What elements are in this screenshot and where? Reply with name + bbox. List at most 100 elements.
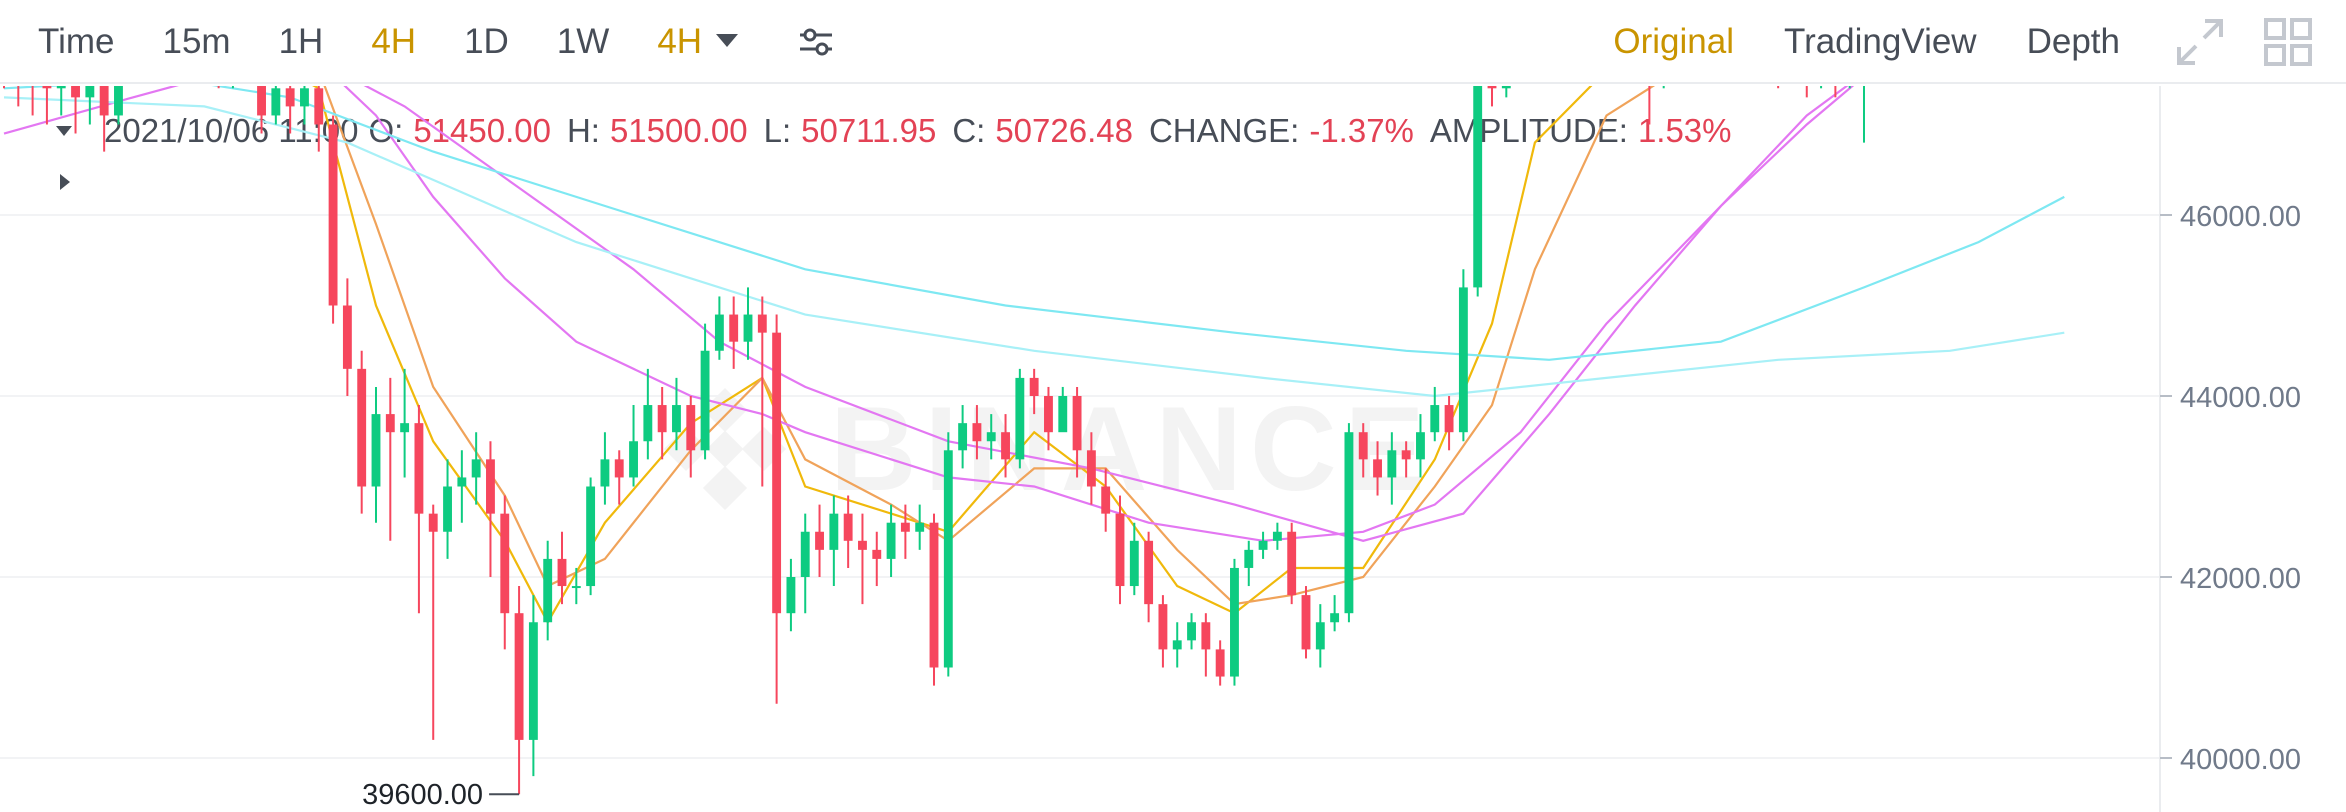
candle-body[interactable]	[300, 88, 309, 107]
candle-body[interactable]	[943, 450, 953, 668]
candle-body[interactable]	[1430, 405, 1440, 433]
candle-body[interactable]	[700, 350, 710, 451]
candle-body[interactable]	[328, 124, 338, 306]
candle-body[interactable]	[1244, 549, 1254, 568]
candle-body[interactable]	[1401, 450, 1411, 460]
candle-body[interactable]	[457, 477, 467, 487]
candle-body[interactable]	[1187, 622, 1196, 641]
candle-body[interactable]	[858, 540, 867, 550]
candle-body[interactable]	[629, 441, 638, 478]
candle-body[interactable]	[1487, 86, 1497, 89]
candle-body[interactable]	[114, 86, 123, 116]
indicator-settings-button[interactable]	[786, 12, 846, 72]
view-tradingview[interactable]: TradingView	[1783, 22, 1977, 61]
candle-body[interactable]	[1101, 486, 1111, 514]
candle-body[interactable]	[42, 86, 52, 89]
candle-body[interactable]	[342, 305, 352, 369]
candle-body[interactable]	[772, 332, 782, 614]
candle-body[interactable]	[1086, 450, 1096, 487]
candle-body[interactable]	[271, 88, 281, 116]
candle-body[interactable]	[829, 513, 839, 550]
candle-body[interactable]	[1015, 377, 1025, 460]
candle-body[interactable]	[1301, 595, 1311, 650]
candle-body[interactable]	[1058, 396, 1068, 433]
candle-body[interactable]	[757, 314, 767, 333]
candle-body[interactable]	[657, 405, 667, 433]
interval-1w[interactable]: 1W	[556, 22, 610, 61]
candle-body[interactable]	[1373, 459, 1382, 478]
candle-body[interactable]	[543, 558, 553, 623]
candle-body[interactable]	[557, 558, 567, 587]
candle-body[interactable]	[1358, 432, 1368, 460]
candle-body[interactable]	[1473, 86, 1483, 288]
candle-body[interactable]	[843, 513, 853, 541]
candle-body[interactable]	[886, 522, 896, 559]
candle-body[interactable]	[471, 459, 481, 478]
candle-body[interactable]	[1215, 649, 1225, 677]
candle-body[interactable]	[385, 414, 395, 433]
candle-body[interactable]	[500, 513, 510, 614]
candle-body[interactable]	[85, 86, 95, 98]
interval-4h[interactable]: 4H	[371, 22, 417, 61]
candle-body[interactable]	[986, 432, 996, 442]
interval-1d[interactable]: 1D	[464, 22, 509, 61]
candlestick-chart[interactable]: 54000.0052000.0050000.0048000.0046000.00…	[0, 86, 2346, 812]
candle-body[interactable]	[1344, 432, 1354, 614]
candle-body[interactable]	[1001, 432, 1010, 460]
candle-body[interactable]	[1158, 604, 1168, 650]
candle-body[interactable]	[1287, 531, 1297, 596]
candle-body[interactable]	[1272, 531, 1282, 541]
candle-body[interactable]	[428, 513, 438, 532]
candle-body[interactable]	[1115, 513, 1125, 587]
candle-body[interactable]	[257, 86, 266, 116]
interval-15m[interactable]: 15m	[162, 22, 231, 61]
candle-body[interactable]	[414, 423, 424, 514]
candle-body[interactable]	[528, 622, 538, 740]
candle-body[interactable]	[1029, 377, 1039, 396]
expand-caret-icon[interactable]	[60, 174, 70, 190]
candle-body[interactable]	[1315, 622, 1325, 650]
candle-body[interactable]	[571, 586, 581, 589]
candle-body[interactable]	[786, 577, 796, 614]
candle-body[interactable]	[958, 423, 968, 451]
interval-1h[interactable]: 1H	[278, 22, 324, 61]
candle-body[interactable]	[729, 314, 739, 342]
candle-body[interactable]	[357, 368, 367, 487]
candle-body[interactable]	[1072, 396, 1082, 451]
view-original[interactable]: Original	[1613, 22, 1734, 61]
candle-body[interactable]	[815, 531, 824, 550]
candle-body[interactable]	[443, 486, 452, 532]
fullscreen-button[interactable]	[2170, 12, 2230, 72]
candle-body[interactable]	[614, 459, 624, 478]
candle-body[interactable]	[371, 414, 381, 487]
candle-body[interactable]	[1129, 540, 1139, 587]
candle-body[interactable]	[1144, 540, 1154, 605]
candle-body[interactable]	[486, 459, 495, 514]
candle-body[interactable]	[285, 88, 295, 107]
candle-body[interactable]	[1444, 405, 1454, 433]
view-depth[interactable]: Depth	[2026, 22, 2120, 61]
candle-body[interactable]	[872, 549, 882, 559]
candle-body[interactable]	[1201, 622, 1211, 650]
candle-body[interactable]	[743, 314, 753, 342]
candle-body[interactable]	[600, 459, 610, 487]
candle-body[interactable]	[972, 423, 982, 442]
candle-body[interactable]	[643, 405, 653, 442]
candle-body[interactable]	[1230, 567, 1239, 677]
candle-body[interactable]	[71, 86, 80, 98]
candle-body[interactable]	[900, 522, 910, 532]
candle-body[interactable]	[99, 86, 109, 116]
candle-body[interactable]	[314, 88, 324, 125]
candle-body[interactable]	[1258, 540, 1268, 550]
candle-body[interactable]	[400, 423, 410, 433]
interval-time[interactable]: Time	[38, 22, 115, 61]
candle-body[interactable]	[915, 522, 925, 532]
interval-dropdown[interactable]: 4H	[657, 22, 739, 62]
candle-body[interactable]	[1172, 640, 1182, 650]
candle-body[interactable]	[929, 522, 939, 668]
candle-body[interactable]	[1458, 287, 1468, 433]
candle-body[interactable]	[1044, 396, 1053, 433]
candle-body[interactable]	[714, 314, 724, 351]
candle-body[interactable]	[514, 613, 524, 740]
candle-body[interactable]	[1330, 613, 1340, 623]
